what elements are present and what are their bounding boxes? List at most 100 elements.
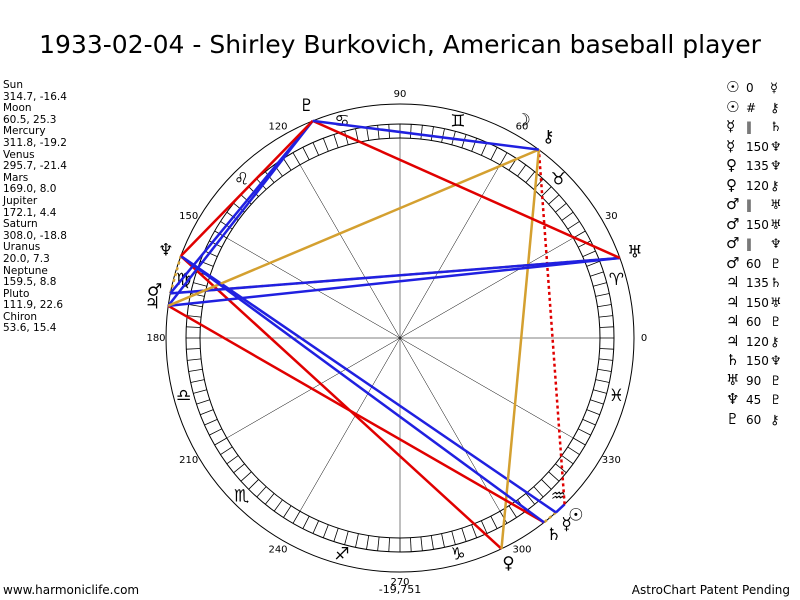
- aspect-row: ☿ ‖ ♄: [726, 117, 782, 137]
- aspect-to: ♄: [770, 120, 782, 135]
- aspect-from: ♂: [726, 253, 740, 272]
- ring-tick: [186, 348, 201, 350]
- aspect-row: ♃ 135♄: [726, 273, 782, 293]
- aspect-line: [179, 255, 503, 550]
- aspect-row: ♂ ‖ ♆: [726, 234, 782, 254]
- ring-tick: [541, 186, 552, 197]
- aspect-line: [170, 256, 620, 295]
- aspect-from: ♅: [726, 370, 740, 389]
- aspect-to: ♅: [770, 198, 782, 213]
- aspect-to: ♆: [770, 139, 782, 155]
- aspect-from: ☉: [726, 78, 740, 96]
- ring-tick: [302, 147, 310, 160]
- planet-coords: 308.0, -18.8: [3, 229, 67, 242]
- ring-tick: [366, 535, 370, 550]
- aspect-type: 60: [746, 315, 762, 329]
- ring-tick: [499, 152, 508, 165]
- aspect-to: ⚷: [770, 178, 780, 194]
- ring-tick: [220, 446, 233, 455]
- ring-tick: [188, 304, 203, 308]
- ring-tick: [567, 221, 580, 230]
- aspect-line: [169, 255, 183, 294]
- aspect-lines: [167, 119, 621, 550]
- aspect-row: ☉ # ⚷: [726, 98, 782, 118]
- aspect-row: ♇ 60 ⚷: [726, 410, 782, 430]
- planet-glyph: ☿: [561, 514, 571, 534]
- ring-tick: [598, 358, 613, 361]
- aspect-line: [543, 511, 557, 524]
- ring-tick: [598, 315, 613, 318]
- planet-name: Sun: [3, 79, 23, 91]
- aspect-row: ♃ 150♅: [726, 293, 782, 313]
- ring-tick: [490, 516, 498, 529]
- aspect-type: 120: [746, 334, 769, 349]
- aspect-line: [555, 503, 566, 514]
- ring-tick: [322, 524, 329, 538]
- aspect-line: [179, 120, 314, 257]
- ring-tick: [578, 428, 591, 436]
- ring-tick: [508, 505, 517, 518]
- zodiac-sign: ♉: [551, 170, 566, 190]
- ring-tick: [312, 520, 320, 534]
- aspect-line: [312, 119, 621, 260]
- ring-tick: [292, 152, 301, 165]
- aspect-row: ♄ 150♆: [726, 351, 782, 371]
- ring-ticks: [186, 124, 614, 552]
- ring-tick: [377, 536, 380, 551]
- ring-tick: [561, 455, 574, 465]
- title: 1933-02-04 - Shirley Burkovich, American…: [39, 30, 761, 59]
- ring-tick: [248, 479, 259, 490]
- ring-tick: [490, 147, 498, 160]
- aspect-to: ♅: [770, 217, 782, 233]
- aspect-type: 135: [746, 159, 769, 173]
- planet-name: Jupiter: [3, 194, 38, 207]
- zodiac-sign: ♒: [551, 486, 566, 506]
- ring-tick: [461, 528, 467, 542]
- footer-left: www.harmoniclife.com: [3, 583, 140, 597]
- aspect-to: ⚷: [770, 100, 780, 116]
- aspect-from: ☿: [726, 117, 736, 135]
- ring-tick: [517, 164, 527, 177]
- ring-tick: [193, 282, 207, 287]
- planet-glyph: ♅: [627, 242, 642, 262]
- aspect-row: ♃ 120⚷: [726, 332, 782, 352]
- aspect-to: ⚷: [770, 412, 780, 428]
- aspect-to: ♄: [770, 276, 782, 291]
- zodiac-sign: ♑: [450, 544, 465, 564]
- aspect-from: ♂: [726, 195, 740, 213]
- ring-tick: [355, 533, 359, 548]
- bottom-value: -19,751: [379, 583, 421, 596]
- ring-tick: [599, 348, 614, 350]
- ring-tick: [193, 389, 207, 394]
- aspect-to: ♆: [770, 354, 782, 369]
- aspect-line: [180, 255, 545, 524]
- ring-tick: [597, 304, 612, 308]
- zodiac-signs: ♈ ♉ ♊ ♋ ♌ ♍ ♎ ♏ ♐ ♑ ♒ ♓: [176, 112, 624, 565]
- zodiac-sign: ♍: [176, 270, 191, 290]
- ring-tick: [265, 493, 275, 505]
- aspect-line: [167, 148, 540, 307]
- aspect-list: ☉ 0 ☿ ☉ # ⚷ ☿ ‖ ♄ ☿ 150♆ ♀ 135♆ ♀ 120⚷ ♂ ‖ ♅ ♂ 150♅ ♂ ‖ ♆ ♂ 60 ♇ ♃…: [726, 78, 782, 429]
- ring-tick: [533, 486, 544, 498]
- aspect-type: ‖: [746, 237, 752, 251]
- ring-tick: [471, 524, 478, 538]
- degree-label: 270: [390, 577, 409, 588]
- aspect-from: ♃: [726, 331, 740, 350]
- planet-name: Chiron: [3, 310, 38, 323]
- degree-label: 120: [268, 122, 287, 133]
- aspect-to: ♇: [770, 393, 782, 408]
- ring-tick: [586, 409, 600, 416]
- ring-tick: [586, 260, 600, 267]
- ring-tick: [541, 479, 552, 490]
- ring-tick: [256, 486, 267, 498]
- aspect-type: 0: [746, 81, 754, 95]
- planet-coords: 295.7, -21.4: [3, 160, 67, 173]
- aspect-line: [537, 149, 566, 505]
- aspect-from: ♃: [726, 273, 740, 291]
- aspect-type: 45: [746, 393, 762, 407]
- planet-glyph: ♃: [145, 294, 160, 314]
- ring-tick: [283, 505, 292, 518]
- aspect-from: ♆: [726, 390, 740, 408]
- aspect-to: ♇: [770, 256, 782, 272]
